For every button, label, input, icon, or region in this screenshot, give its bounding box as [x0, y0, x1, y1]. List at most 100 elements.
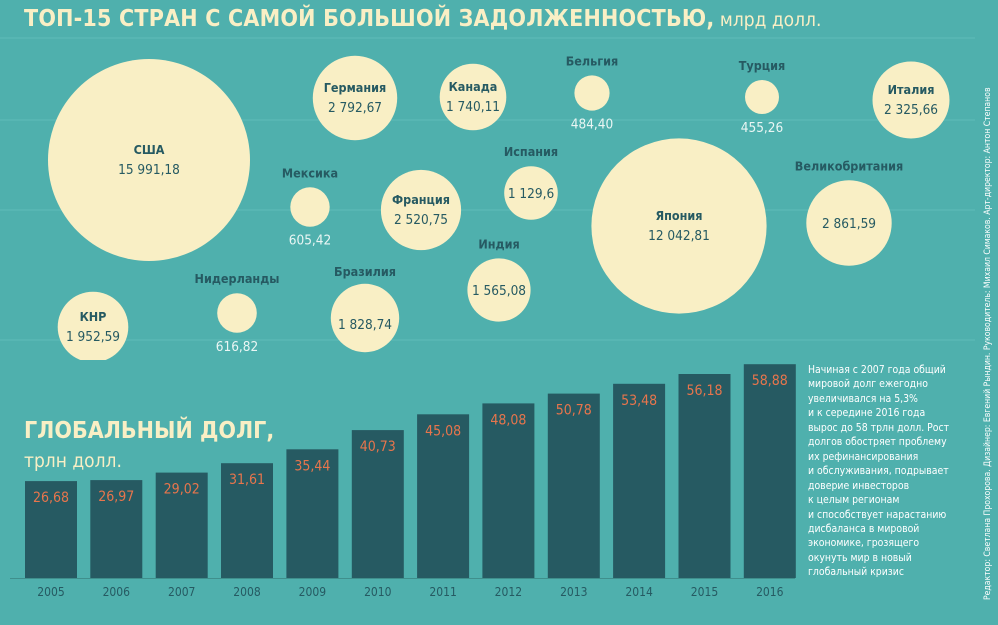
- bar: [482, 403, 535, 578]
- bubble-name-label: Италия: [888, 82, 935, 97]
- bubble-value-label: 484,40: [571, 117, 613, 133]
- bubble-name-label: Нидерланды: [195, 271, 280, 286]
- year-tick-label: 2013: [560, 585, 587, 599]
- bar: [417, 414, 470, 578]
- description-line: долгов обостряет проблему: [808, 436, 947, 449]
- chart-title-unit: млрд долл.: [714, 9, 822, 31]
- credits-text: Редактор: Светлана Прохорова. Дизайнер: …: [983, 87, 993, 600]
- description-line: экономике, грозящего: [808, 537, 920, 550]
- bar-value-label: 58,88: [752, 373, 788, 389]
- bar-value-label: 56,18: [686, 383, 722, 399]
- global-debt-title-main: ГЛОБАЛЬНЫЙ ДОЛГ,: [24, 418, 275, 444]
- description-line: вырос до 58 трлн долл. Рост: [808, 421, 950, 434]
- year-tick-label: 2015: [691, 585, 718, 599]
- year-tick-label: 2007: [168, 585, 195, 599]
- year-tick-label: 2008: [233, 585, 261, 599]
- bubble: [290, 187, 330, 227]
- bubble-value-label: 1 952,59: [66, 329, 120, 345]
- year-tick-label: 2010: [364, 585, 392, 599]
- year-tick-label: 2009: [299, 585, 327, 599]
- bar-value-label: 26,97: [98, 489, 134, 505]
- chart-title: ТОП-15 СТРАН С САМОЙ БОЛЬШОЙ ЗАДОЛЖЕННОС…: [24, 6, 821, 32]
- year-tick-label: 2011: [429, 585, 456, 599]
- year-tick-label: 2012: [495, 585, 522, 599]
- description-line: и способствует нарастанию: [808, 508, 947, 521]
- bubble-name-label: Турция: [739, 58, 786, 73]
- bubble-value-label: 1 565,08: [472, 283, 526, 299]
- bubble-value-label: 15 991,18: [118, 162, 180, 178]
- bubble-name-label: Мексика: [282, 165, 338, 180]
- bubble-value-label: 1 740,11: [446, 99, 500, 115]
- year-tick-label: 2014: [625, 585, 653, 599]
- bubble-name-label: Великобритания: [795, 158, 903, 173]
- bubble: [330, 283, 400, 353]
- bar-value-label: 31,61: [229, 472, 265, 488]
- bubble-value-label: 1 129,6: [508, 186, 554, 202]
- bar-value-label: 45,08: [425, 423, 461, 439]
- bar: [613, 383, 666, 578]
- bar: [286, 449, 339, 578]
- description-line: глобальный кризис: [808, 566, 904, 579]
- bubble: [57, 291, 129, 360]
- bubble-name-label: КНР: [80, 309, 107, 324]
- bar: [678, 374, 731, 578]
- bar-value-label: 50,78: [556, 403, 592, 419]
- bubble-value-label: 616,82: [216, 339, 258, 355]
- description-line: дисбаланса в мировой: [808, 522, 920, 535]
- description-line: их рефинансирования: [808, 450, 919, 463]
- bar: [155, 472, 208, 578]
- bubble-name-label: Испания: [504, 144, 558, 159]
- bubble-value-label: 2 520,75: [394, 212, 448, 228]
- year-tick-label: 2016: [756, 585, 784, 599]
- description-line: к целым регионам: [808, 494, 900, 507]
- bar-value-label: 26,68: [33, 490, 69, 506]
- description-line: доверие инвесторов: [808, 479, 910, 492]
- bar-value-label: 35,44: [294, 458, 330, 474]
- description-line: и обслуживания, подрывает: [808, 465, 949, 478]
- bubble-value-label: 12 042,81: [648, 228, 710, 244]
- bubble-name-label: Япония: [655, 208, 702, 223]
- bubble: [439, 63, 507, 131]
- bubble-chart: США 15 991,18 Германия 2 792,67 Канада 1 740,…: [0, 37, 975, 360]
- bubble: [574, 75, 610, 111]
- bubble-value-label: 2 861,59: [822, 216, 876, 232]
- chart-title-main: ТОП-15 СТРАН С САМОЙ БОЛЬШОЙ ЗАДОЛЖЕННОС…: [24, 6, 715, 32]
- year-tick-label: 2006: [103, 585, 131, 599]
- description-line: увеличивался на 5,3%: [808, 392, 918, 405]
- bubble-name-label: США: [134, 142, 165, 157]
- bubble-value-label: 2 325,66: [884, 102, 938, 118]
- description-line: Начиная с 2007 года общий: [808, 364, 946, 376]
- bubble-value-label: 2 792,67: [328, 100, 382, 116]
- bar-value-label: 53,48: [621, 393, 657, 409]
- bar: [25, 481, 77, 578]
- description-line: окунуть мир в новый: [808, 551, 912, 564]
- description-line: и к середине 2016 года: [808, 407, 926, 420]
- bubble-name-label: Канада: [449, 79, 498, 94]
- global-debt-title: ГЛОБАЛЬНЫЙ ДОЛГ, трлн долл.: [24, 418, 274, 472]
- bubble: [504, 166, 558, 220]
- bubble-name-label: Франция: [392, 192, 450, 207]
- description-text: Начиная с 2007 года общий мировой долг еж…: [808, 363, 968, 580]
- bar: [90, 480, 143, 578]
- bar: [547, 393, 600, 578]
- bubble: [806, 180, 892, 266]
- bubble: [591, 138, 767, 314]
- bubble: [48, 59, 250, 261]
- bar-value-label: 48,08: [490, 412, 526, 428]
- bar-value-label: 40,73: [360, 439, 396, 455]
- bubble-value-label: 1 828,74: [338, 317, 392, 333]
- bubble-name-label: Бельгия: [566, 53, 619, 68]
- bubble: [380, 169, 462, 251]
- bubble-name-label: Индия: [478, 236, 519, 251]
- bubble: [312, 55, 398, 141]
- bubble: [467, 258, 531, 322]
- bubble-value-label: 605,42: [289, 233, 331, 249]
- year-tick-label: 2005: [37, 585, 64, 599]
- bubble-name-label: Германия: [324, 80, 387, 95]
- bubble-name-label: Бразилия: [334, 264, 396, 279]
- bar: [743, 364, 796, 578]
- bubble: [872, 61, 950, 139]
- bar: [221, 463, 273, 578]
